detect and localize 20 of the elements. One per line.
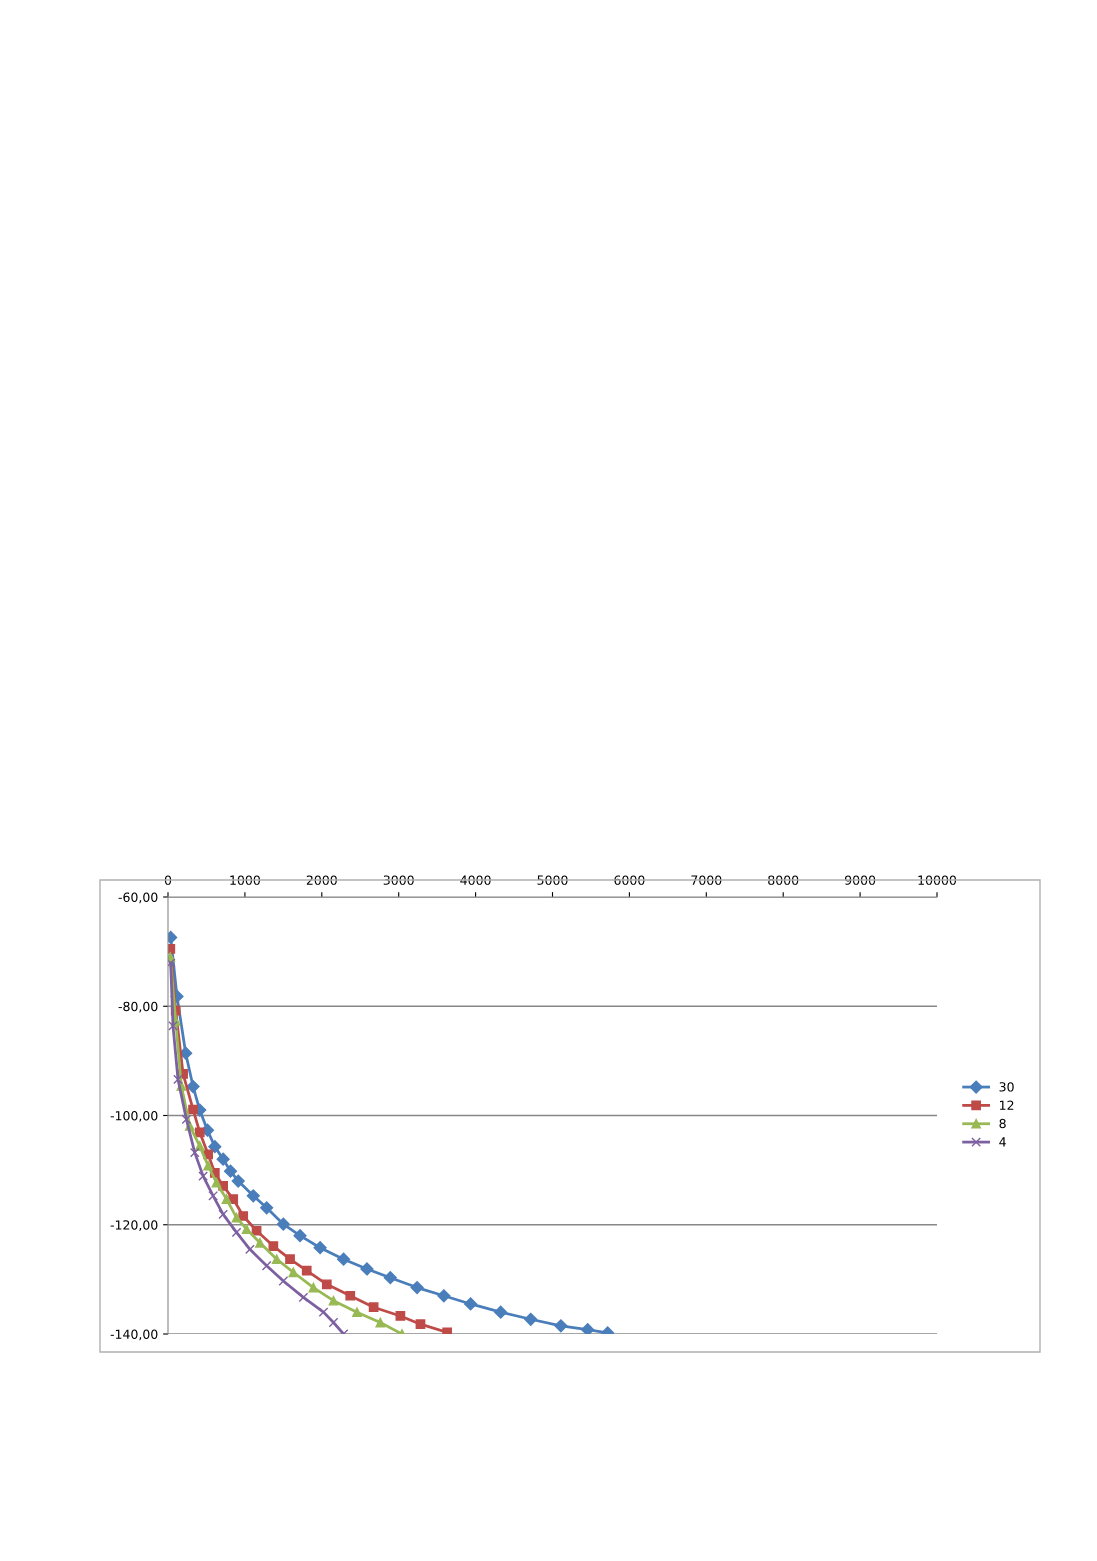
legend-label: 30 <box>999 1082 1014 1092</box>
x-tick-label: 5000 <box>537 875 568 885</box>
x-tick-label: 3000 <box>383 875 414 885</box>
x-tick-label: 2000 <box>306 875 337 885</box>
legend-label: 8 <box>999 1118 1006 1129</box>
y-tick-label: -100,00 <box>110 1110 158 1122</box>
legend-label: 12 <box>1000 1100 1014 1110</box>
y-tick-label: -140,00 <box>110 1329 158 1341</box>
y-tick-label: -80,00 <box>118 1001 158 1013</box>
x-tick-label: 1000 <box>230 875 260 885</box>
x-tick-label: 6000 <box>614 875 645 885</box>
y-tick-label: -60,00 <box>118 892 158 904</box>
x-tick-label: 7000 <box>691 875 722 885</box>
x-tick-label: 10000 <box>918 875 957 885</box>
x-tick-label: 8000 <box>768 875 799 885</box>
x-tick-label: 0 <box>164 875 172 885</box>
x-tick-label: 9000 <box>844 875 876 885</box>
y-tick-label: -120,00 <box>110 1220 158 1231</box>
legend-label: 4 <box>999 1137 1006 1147</box>
x-tick-label: 4000 <box>460 875 491 885</box>
